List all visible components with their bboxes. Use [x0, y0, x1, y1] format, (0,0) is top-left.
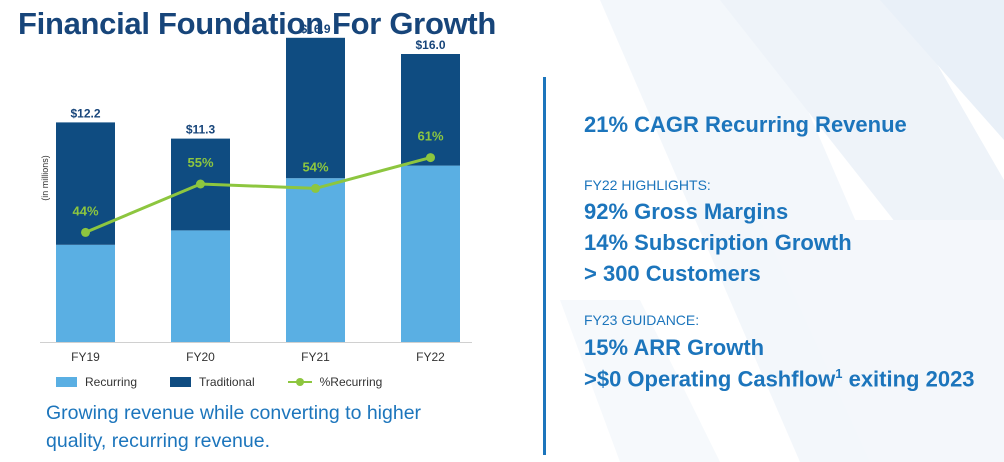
- bar-traditional-fy19: [56, 122, 115, 245]
- legend-item-percent-recurring: %Recurring: [287, 375, 383, 389]
- legend-label-percent-recurring: %Recurring: [319, 375, 383, 389]
- bar-traditional-fy22: [401, 54, 460, 166]
- percent-label-fy19: 44%: [72, 203, 98, 218]
- vertical-divider: [543, 77, 546, 455]
- fy22-highlight-subscription-growth: 14% Subscription Growth: [584, 230, 852, 255]
- percent-label-fy20: 55%: [187, 155, 213, 170]
- revenue-chart: (in millions) $12.2 FY19 $11.3 FY20 $16.9 FY21…: [40, 22, 472, 364]
- fy22-highlights-label: FY22 HIGHLIGHTS:: [584, 177, 711, 193]
- page-title: Financial Foundation For Growth: [18, 6, 497, 41]
- bar-recurring-fy19: [56, 244, 115, 342]
- cagr-headline: 21% CAGR Recurring Revenue: [584, 112, 907, 137]
- bar-recurring-fy20: [171, 230, 230, 342]
- total-label-fy22: $16.0: [415, 38, 445, 52]
- fy23-cashflow-text: >$0 Operating Cashflow: [584, 366, 836, 392]
- legend-swatch-traditional: [170, 377, 192, 387]
- fy23-operating-cashflow: >$0 Operating Cashflow1 exiting 2023: [584, 366, 975, 392]
- footnote-marker: 1: [835, 366, 843, 381]
- total-label-fy20: $11.3: [186, 123, 216, 137]
- legend-swatch-recurring: [56, 377, 77, 387]
- total-label-fy19: $12.2: [70, 106, 100, 120]
- percent-recurring-point-fy22: [426, 153, 435, 163]
- legend-label-traditional: Traditional: [199, 375, 255, 389]
- x-tick-label-fy20: FY20: [186, 350, 215, 364]
- x-tick-label-fy21: FY21: [301, 350, 330, 364]
- percent-recurring-point-fy20: [196, 179, 205, 189]
- total-label-fy21: $16.9: [300, 22, 330, 36]
- x-tick-label-fy19: FY19: [71, 350, 100, 364]
- x-tick-label-fy22: FY22: [416, 350, 445, 364]
- legend-label-recurring: Recurring: [85, 375, 138, 389]
- fy23-guidance-label: FY23 GUIDANCE:: [584, 312, 700, 328]
- percent-recurring-point-fy21: [311, 183, 320, 193]
- fy23-cashflow-suffix: exiting 2023: [842, 366, 975, 392]
- legend-swatch-percent-recurring: [287, 377, 312, 387]
- percent-recurring-point-fy19: [81, 227, 90, 237]
- chart-caption: Growing revenue while converting to high…: [46, 402, 422, 452]
- percent-recurring-line: [84, 156, 431, 234]
- bar-recurring-fy22: [401, 165, 460, 342]
- y-axis-label: (in millions): [40, 155, 50, 201]
- bar-traditional-fy21: [286, 37, 345, 179]
- percent-label-fy22: 61%: [417, 129, 443, 144]
- legend-item-traditional: Traditional: [170, 375, 255, 389]
- legend-item-recurring: Recurring: [56, 375, 137, 389]
- fy22-highlight-customers: > 300 Customers: [584, 261, 761, 286]
- fy22-highlight-gross-margins: 92% Gross Margins: [584, 199, 789, 224]
- percent-label-fy21: 54%: [302, 159, 328, 174]
- fy23-arr-growth: 15% ARR Growth: [584, 335, 765, 360]
- bar-recurring-fy21: [286, 178, 345, 342]
- chart-legend: Recurring Traditional %Recurring: [56, 373, 415, 391]
